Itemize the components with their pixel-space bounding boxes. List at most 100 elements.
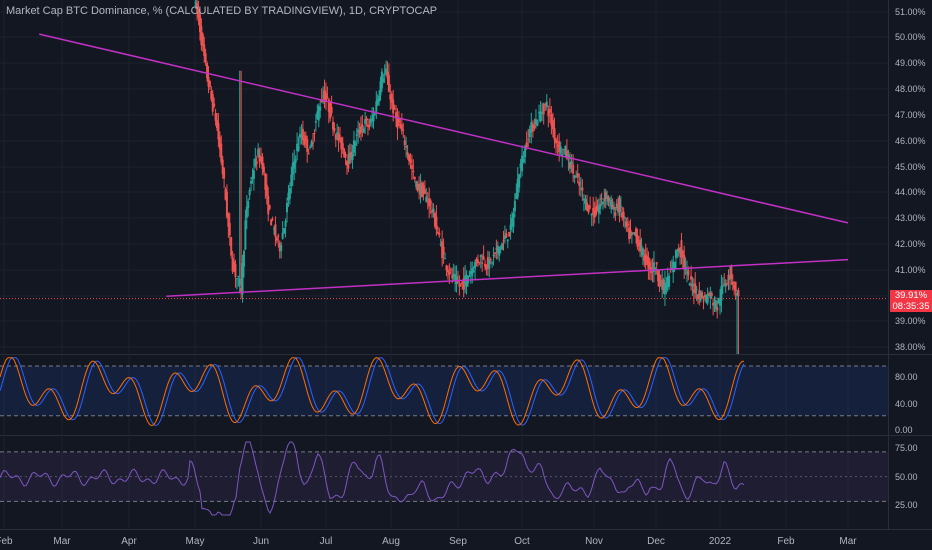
candle-body: [225, 191, 228, 217]
candle-body: [657, 270, 660, 282]
x-tick-label: Feb: [0, 536, 13, 547]
candle-body: [625, 221, 628, 227]
candle-body: [630, 232, 633, 236]
candle-body: [607, 196, 610, 202]
candle-body: [338, 135, 341, 137]
y-tick-label: 45.00%: [895, 162, 926, 172]
candle-body: [397, 117, 400, 124]
candle-body: [476, 259, 479, 264]
candle-body: [643, 255, 646, 261]
candle-body: [324, 92, 327, 101]
x-tick-label: 2022: [709, 536, 732, 547]
candle-body: [340, 137, 343, 150]
candle-body: [501, 243, 504, 250]
candle-body: [201, 33, 204, 46]
candle-body: [590, 213, 593, 216]
candle-body: [228, 223, 231, 236]
rsi-tick-label: 75.00: [895, 443, 918, 453]
stoch-tick-label: 80.00: [895, 372, 918, 382]
candle-body: [261, 156, 264, 169]
x-tick-label: Jul: [320, 536, 333, 547]
candle-body: [488, 259, 491, 269]
candle-body: [521, 155, 524, 172]
candle-body: [509, 224, 512, 230]
candle-body: [691, 283, 694, 287]
candle-body: [306, 139, 309, 152]
candle-body: [572, 164, 575, 174]
candle-body: [317, 106, 320, 121]
candle-body: [366, 124, 369, 127]
candle-body: [217, 123, 220, 140]
candle-body: [516, 178, 519, 198]
candle-body: [260, 156, 263, 160]
candle-body: [278, 242, 281, 252]
candle-body: [461, 281, 464, 284]
candle-body: [479, 254, 482, 258]
candle-body: [672, 261, 675, 273]
y-tick-label: 50.00%: [895, 32, 926, 42]
candle-body: [221, 159, 224, 175]
candle-body: [352, 140, 355, 153]
candle-body: [610, 200, 613, 207]
candle-body: [533, 125, 536, 129]
candle-body: [724, 283, 727, 287]
candle-body: [410, 165, 413, 169]
candle-body: [648, 262, 651, 271]
x-tick-label: Oct: [514, 536, 530, 547]
candle-body: [413, 176, 416, 180]
candle-body: [710, 293, 713, 297]
candle-body: [612, 207, 615, 210]
candle-body: [503, 235, 506, 240]
candle-body: [482, 256, 485, 260]
candle-body: [685, 271, 688, 273]
candle-body: [400, 124, 403, 131]
candle-body: [680, 240, 683, 258]
rsi-line: [0, 441, 745, 516]
candle-body: [380, 71, 383, 89]
x-tick-label: Apr: [121, 536, 137, 547]
candle-body: [300, 134, 303, 138]
candle-body: [736, 292, 739, 296]
candle-body: [200, 26, 203, 46]
candle-body: [515, 193, 518, 199]
candle-body: [245, 206, 248, 218]
candle-body: [316, 111, 319, 119]
candle-body: [644, 254, 647, 265]
candle-body: [406, 152, 409, 155]
candle-body: [595, 206, 598, 215]
rsi-pane: [0, 441, 888, 516]
candle-body: [416, 183, 419, 191]
candle-body: [290, 174, 293, 187]
candle-body: [471, 268, 474, 276]
candle-body: [469, 271, 472, 275]
candle-body: [692, 289, 695, 293]
candle-body: [368, 124, 371, 128]
candle-body: [522, 158, 525, 163]
candle-body: [728, 277, 731, 280]
candle-body: [694, 283, 697, 294]
candle-body: [599, 203, 602, 209]
x-tick-label: Sep: [449, 536, 467, 547]
stochastic-pane: [0, 357, 888, 427]
candle-body: [456, 281, 459, 283]
candle-body: [213, 103, 216, 107]
candle-body: [579, 188, 582, 190]
candle-body: [265, 184, 268, 197]
stoch-tick-label: 0.00: [895, 425, 913, 435]
candle-body: [237, 275, 240, 277]
candle-body: [210, 90, 213, 100]
candle-body: [669, 271, 672, 273]
grid-lines: [0, 0, 932, 530]
candle-body: [451, 274, 454, 279]
candle-body: [491, 262, 494, 264]
candle-body: [714, 300, 717, 309]
candle-body: [415, 181, 418, 188]
current-price-tag: 39.91% 08:35:35: [890, 290, 932, 312]
candle-body: [323, 90, 326, 103]
candle-body: [558, 141, 561, 153]
candle-body: [637, 242, 640, 246]
candle-body: [369, 118, 372, 124]
candle-body: [706, 294, 709, 304]
y-tick-label: 43.00%: [895, 213, 926, 223]
